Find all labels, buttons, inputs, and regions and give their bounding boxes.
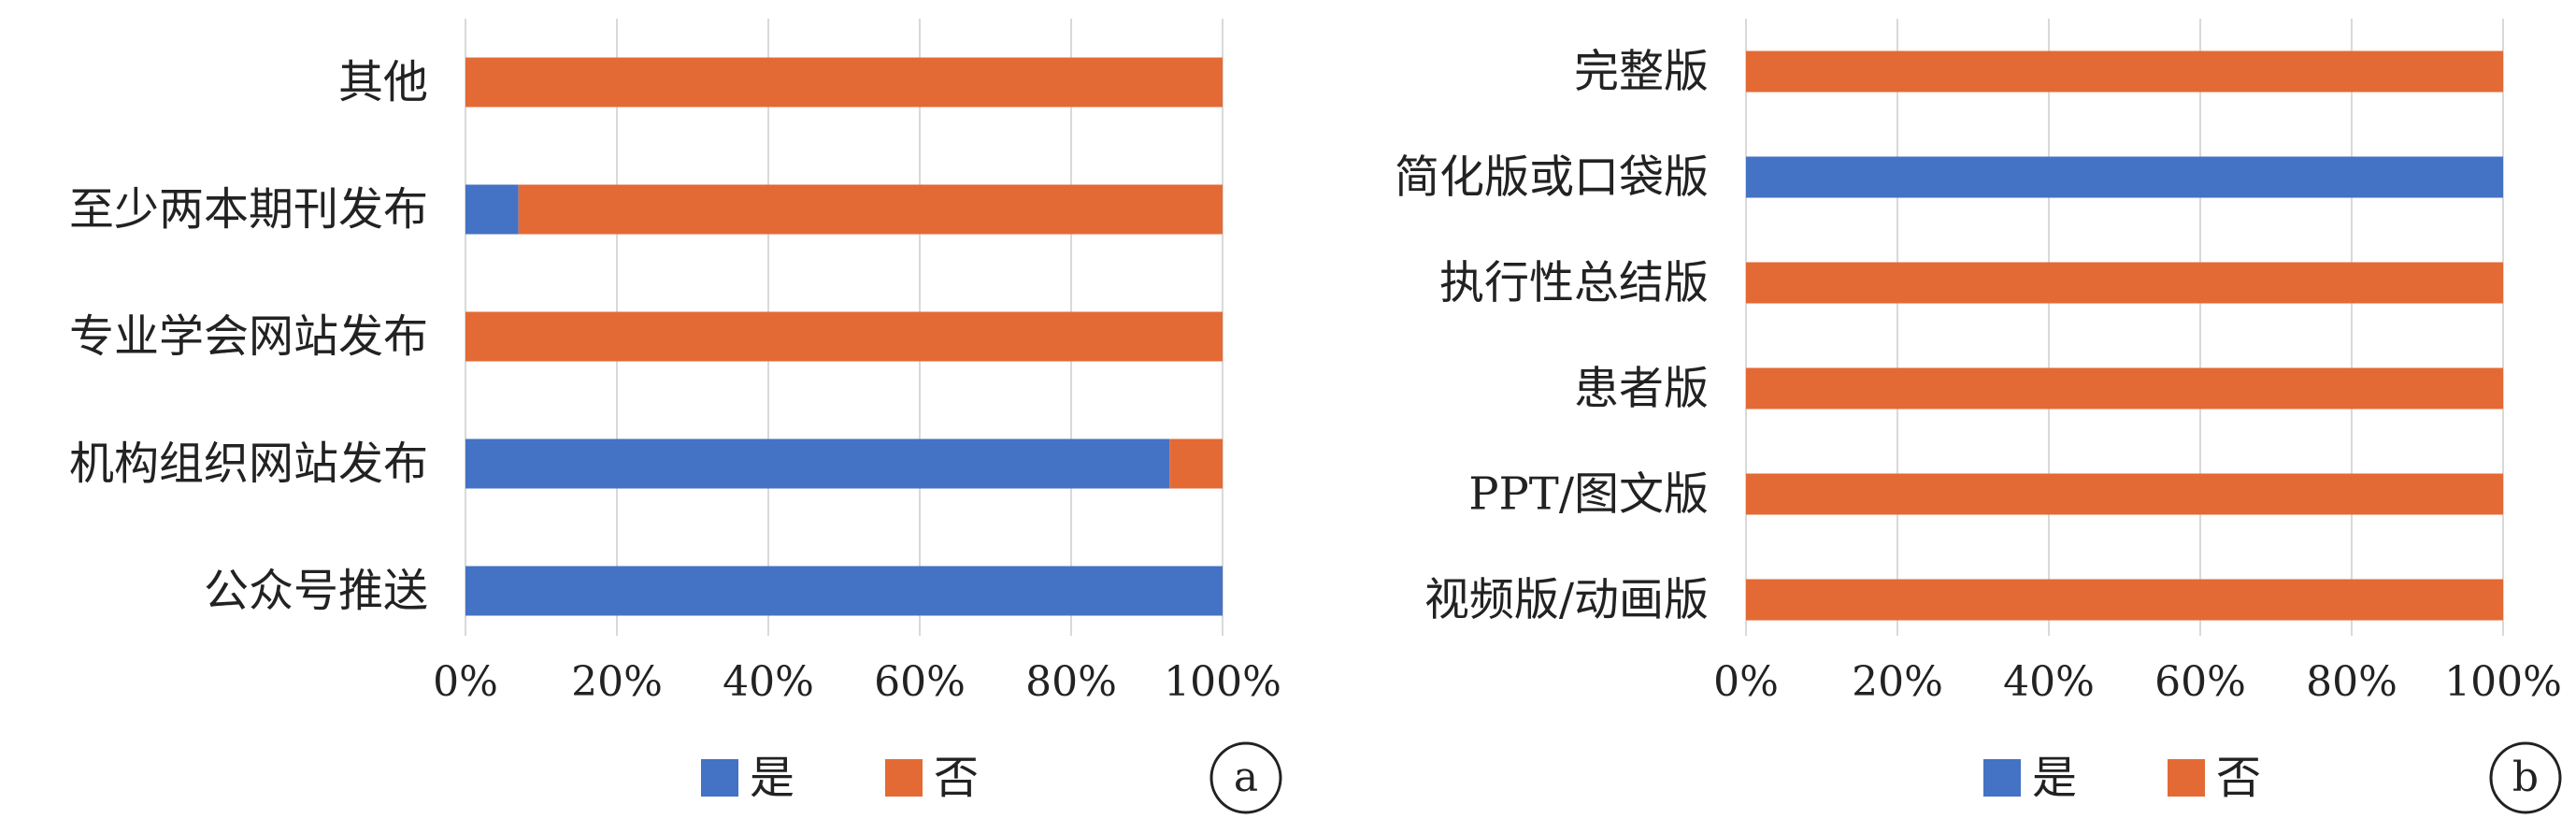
legend-label-yes: 是 — [2032, 752, 2077, 804]
panel-label: a — [1234, 754, 1258, 801]
bar-segment-yes — [465, 438, 1170, 489]
bar-segment-no — [1746, 262, 2503, 304]
category-label: 公众号推送 — [204, 565, 428, 617]
x-tick-label: 20% — [571, 658, 663, 706]
category-label: 完整版 — [1574, 46, 1709, 98]
x-tick-label: 60% — [2154, 658, 2246, 706]
x-tick-label: 40% — [2003, 658, 2095, 706]
x-tick-label: 100% — [2444, 658, 2562, 706]
bar-segment-yes — [1746, 156, 2503, 198]
chart-panel-a: 0% 20% 40% 60% 80% 100% 其他至少两本期刊发布专业学会网站发布机构组织… — [69, 19, 1282, 814]
legend-swatch-no — [2168, 759, 2205, 797]
bar-segment-yes — [465, 184, 519, 235]
legend-label-no: 否 — [2216, 752, 2261, 804]
category-label: 执行性总结版 — [1439, 257, 1709, 309]
panel-label: b — [2512, 754, 2539, 801]
category-label: 至少两本期刊发布 — [69, 183, 428, 236]
legend-swatch-no — [885, 759, 923, 797]
bar-segment-no — [1746, 367, 2503, 410]
legend-label-yes: 是 — [750, 752, 794, 804]
legend-swatch-yes — [701, 759, 738, 797]
bar-segment-no — [1169, 438, 1223, 489]
category-label: 患者版 — [1574, 363, 1709, 415]
category-label: 专业学会网站发布 — [69, 310, 428, 363]
x-tick-label: 0% — [433, 658, 498, 706]
bar-segment-yes — [465, 566, 1223, 616]
x-tick-label: 20% — [1852, 658, 1943, 706]
legend-label-no: 否 — [934, 752, 979, 804]
x-tick-label: 60% — [874, 658, 966, 706]
bar-segment-no — [465, 57, 1223, 108]
legend-swatch-yes — [1983, 759, 2021, 797]
bar-segment-no — [1746, 50, 2503, 93]
panel-label-circle — [1209, 741, 1282, 814]
panel-label-circle — [2489, 741, 2562, 814]
x-tick-label: 80% — [2306, 658, 2397, 706]
category-label: PPT/图文版 — [1468, 468, 1709, 521]
bar-segment-no — [518, 184, 1223, 235]
x-tick-label: 40% — [723, 658, 814, 706]
x-tick-label: 100% — [1164, 658, 1281, 706]
bar-segment-no — [465, 311, 1223, 362]
bar-segment-no — [1746, 473, 2503, 515]
category-label: 简化版或口袋版 — [1395, 151, 1709, 204]
x-tick-label: 0% — [1713, 658, 1779, 706]
category-label: 其他 — [338, 56, 428, 108]
category-label: 机构组织网站发布 — [69, 438, 428, 490]
x-tick-label: 80% — [1025, 658, 1117, 706]
bar-segment-no — [1746, 579, 2503, 621]
category-label: 视频版/动画版 — [1424, 574, 1709, 626]
